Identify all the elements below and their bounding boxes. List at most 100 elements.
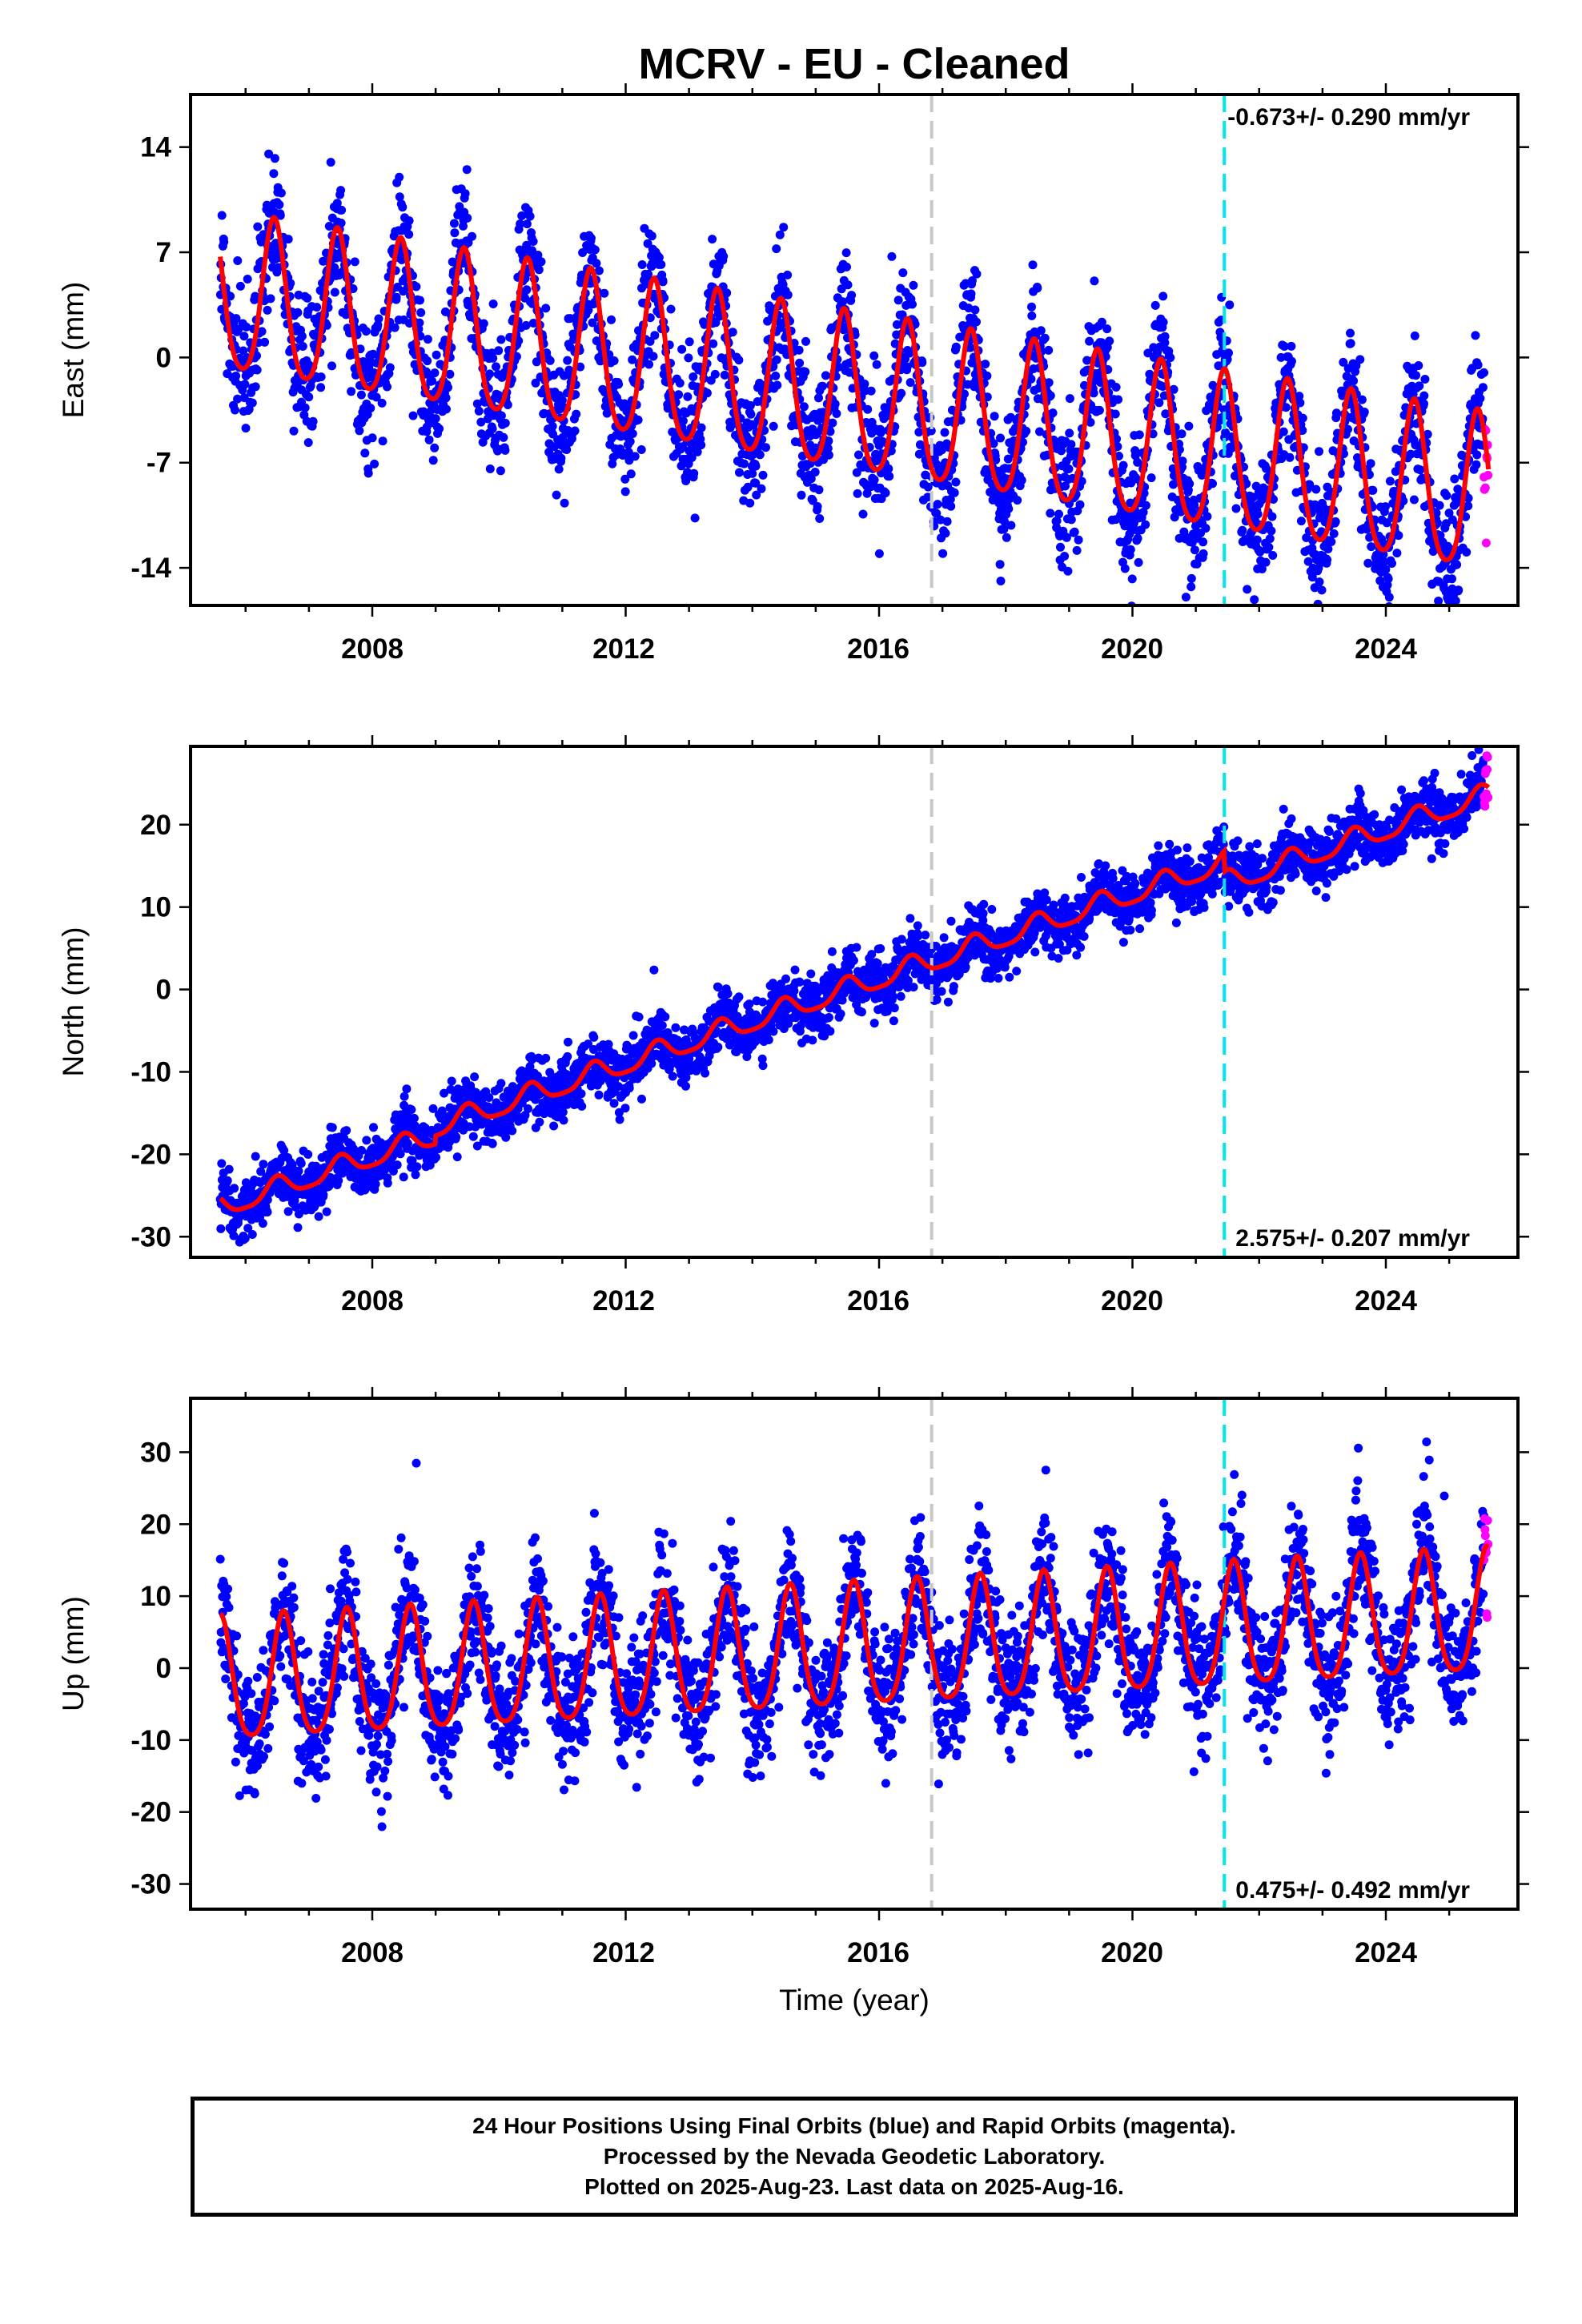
x-tick-label: 2020 (1101, 633, 1163, 665)
data-point (773, 380, 782, 390)
data-point (1013, 496, 1022, 505)
data-point (1315, 577, 1324, 587)
data-point (775, 230, 785, 239)
data-point (275, 200, 284, 210)
data-point (316, 383, 326, 392)
data-point (872, 360, 881, 369)
data-point (485, 369, 495, 379)
data-point (444, 383, 452, 392)
data-point (368, 349, 378, 359)
data-point (233, 256, 243, 265)
data-point (905, 378, 915, 388)
data-point (385, 363, 395, 372)
data-point (881, 489, 890, 497)
data-point (940, 428, 950, 437)
data-point (1355, 355, 1365, 364)
data-point (398, 203, 408, 212)
data-point (484, 1093, 494, 1102)
data-point (946, 495, 955, 504)
data-point (293, 308, 303, 317)
data-point (508, 1126, 517, 1136)
data-point (521, 320, 531, 330)
data-point (229, 1231, 239, 1240)
data-point (1381, 502, 1390, 512)
data-point (625, 436, 635, 446)
data-point (1120, 564, 1130, 573)
data-point (905, 348, 914, 357)
data-point (552, 490, 561, 500)
data-point (689, 468, 699, 478)
data-point (447, 1076, 456, 1086)
data-point (1184, 421, 1194, 431)
data-point (1102, 324, 1112, 334)
data-point (296, 1159, 306, 1168)
data-point (821, 371, 830, 380)
data-point (416, 296, 424, 305)
data-point (1028, 260, 1038, 270)
data-point (1208, 479, 1217, 489)
data-point (748, 468, 757, 478)
data-point (1472, 450, 1482, 460)
data-point (853, 489, 862, 498)
data-point (1346, 328, 1355, 338)
data-point (720, 370, 729, 380)
data-point (1323, 545, 1333, 553)
data-point (1323, 555, 1332, 565)
data-point (1061, 481, 1070, 491)
data-point (1035, 427, 1044, 436)
data-point (1411, 371, 1420, 380)
data-point (1161, 409, 1170, 419)
data-point (888, 991, 897, 1001)
y-tick-label: 14 (140, 132, 171, 163)
data-point (1261, 557, 1271, 567)
data-point (932, 509, 942, 518)
data-point (860, 379, 869, 388)
data-point (1444, 509, 1454, 518)
data-point (1476, 394, 1485, 403)
data-point (1303, 557, 1313, 566)
data-point (327, 1123, 337, 1132)
data-point (395, 192, 404, 202)
data-point (1437, 608, 1446, 617)
data-point (722, 288, 732, 298)
data-point (1473, 360, 1483, 370)
data-point (442, 404, 451, 414)
data-point (626, 469, 636, 479)
data-point (697, 440, 706, 450)
data-point (1419, 399, 1428, 408)
data-point (298, 342, 307, 351)
data-point (1366, 459, 1375, 468)
data-point (1248, 493, 1258, 502)
data-point (501, 1132, 511, 1142)
data-point (476, 417, 486, 427)
data-point (1415, 465, 1425, 475)
data-point (1225, 300, 1235, 310)
data-point (620, 487, 630, 497)
data-point (283, 235, 293, 244)
data-point (1070, 527, 1079, 537)
data-point (779, 223, 789, 232)
data-point (683, 468, 692, 477)
data-point (674, 390, 684, 400)
data-point (294, 1166, 303, 1176)
data-point (795, 358, 805, 368)
data-point (1285, 452, 1295, 462)
data-point (548, 421, 557, 431)
data-point (1450, 474, 1460, 484)
data-point (966, 343, 975, 352)
data-point (1114, 452, 1123, 460)
data-point (630, 452, 640, 461)
data-point (549, 1121, 559, 1131)
data-point (350, 257, 359, 267)
data-point (1160, 332, 1170, 341)
data-point (578, 248, 588, 257)
data-point (263, 1208, 272, 1216)
data-point (224, 1164, 234, 1174)
data-point (746, 409, 756, 419)
data-point (474, 406, 484, 416)
data-point (1006, 521, 1016, 530)
data-point (946, 501, 956, 511)
data-point (745, 999, 754, 1009)
